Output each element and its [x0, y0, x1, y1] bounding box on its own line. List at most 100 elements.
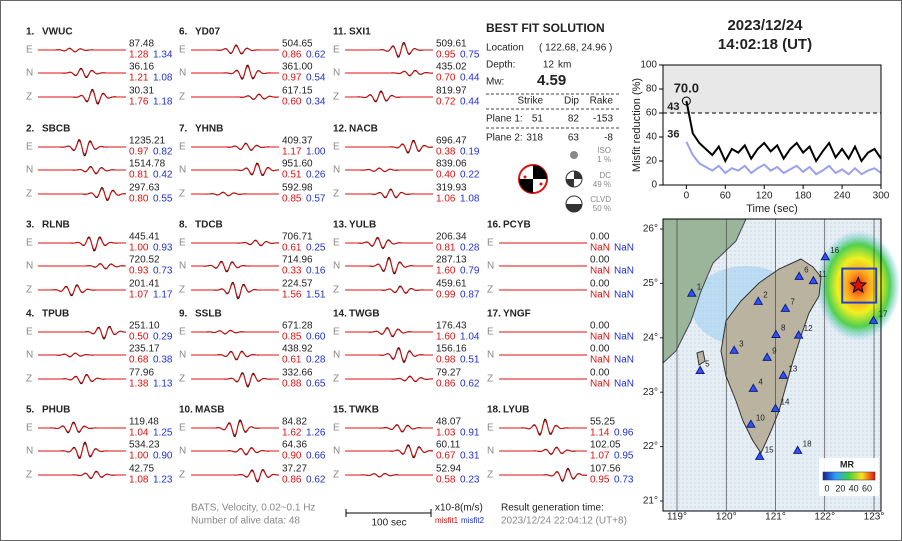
station-number: 9 [772, 346, 777, 355]
synthetic-trace [38, 422, 126, 433]
component: E [179, 238, 186, 249]
component: E [333, 423, 340, 434]
location: ( 122.68, 24.96 ) [539, 43, 612, 54]
synthetic-trace [191, 240, 280, 246]
station-marker [792, 445, 803, 454]
component: E [179, 142, 186, 153]
misfit2: NaN [614, 266, 634, 277]
misfit1: 0.88 [282, 379, 302, 390]
component: E [26, 238, 33, 249]
synthetic-trace [499, 468, 587, 481]
lat-label: 24° [643, 332, 658, 343]
synthetic-trace [38, 90, 126, 104]
amplitude: 1235.21 [129, 136, 166, 147]
misfit2: NaN [614, 332, 634, 343]
misfit2: 1.23 [153, 475, 173, 486]
plane-label: Plane 1: [486, 114, 523, 125]
misfit1: 0.97 [129, 147, 149, 158]
station-number: 14 [781, 398, 790, 407]
station-marker [771, 329, 781, 339]
misfit1: 1.08 [129, 475, 149, 486]
time: 14:02:18 (UT) [718, 36, 812, 53]
misfit1: 0.58 [436, 475, 456, 486]
station-marker [778, 370, 789, 379]
misfit1: 0.86 [436, 379, 456, 390]
station-id: 15. [333, 405, 347, 416]
amplitude: 119.48 [129, 417, 159, 428]
amplitude: 504.65 [282, 39, 313, 50]
scale-label: 100 sec [371, 518, 406, 529]
y-tick-label: 0 [651, 180, 657, 191]
misfit2: 1.25 [153, 428, 173, 439]
component: Z [333, 470, 339, 481]
depth-unit: km [558, 60, 571, 71]
misfit2: 0.82 [153, 147, 173, 158]
misfit2: 0.60 [306, 332, 326, 343]
synthetic-trace [191, 282, 279, 299]
amplitude: 720.52 [129, 255, 160, 266]
misfit2: NaN [614, 355, 634, 366]
amplitude: 235.17 [129, 344, 160, 355]
component: Z [487, 374, 493, 385]
synthetic-trace [345, 70, 434, 76]
synthetic-trace [191, 373, 279, 387]
misfit2: 0.54 [306, 73, 326, 84]
amplitude: 435.02 [436, 62, 467, 73]
component: E [26, 45, 33, 56]
amplitude: 60.11 [436, 440, 461, 451]
mainland-coast [662, 218, 747, 365]
station-name: MASB [195, 405, 224, 416]
amplitude: 84.82 [282, 417, 307, 428]
misfit1: 1.60 [436, 332, 456, 343]
component: N [179, 446, 186, 457]
amplitude: 445.41 [129, 232, 160, 243]
misfit2: 0.44 [460, 73, 480, 84]
misfit1: 1.21 [129, 73, 149, 84]
amplitude: 102.05 [590, 440, 621, 451]
component: N [333, 68, 340, 79]
station-number: 17 [879, 310, 888, 319]
amplitude: 79.27 [436, 368, 461, 379]
component: Z [179, 285, 185, 296]
component-pct: 50 % [593, 204, 611, 213]
misfit1: 0.50 [129, 332, 149, 343]
component: E [487, 423, 494, 434]
amplitude: 714.96 [282, 255, 313, 266]
amplitude: 42.75 [129, 464, 154, 475]
component: E [179, 45, 186, 56]
misfit2: 0.19 [460, 147, 480, 158]
amplitude: 361.00 [282, 62, 313, 73]
station-number: 11 [818, 270, 827, 279]
synthetic-trace [345, 91, 433, 102]
component: N [179, 165, 186, 176]
station-number: 16 [830, 246, 839, 255]
amplitude: 30.31 [129, 86, 154, 97]
misfit1: 0.40 [436, 170, 456, 181]
lat-label: 21° [643, 496, 658, 507]
plane-value: 318 [526, 133, 543, 144]
amplitude: 52.94 [436, 464, 461, 475]
station-name: PHUB [42, 405, 70, 416]
amplitude: 319.93 [436, 183, 467, 194]
x-tick-label: 240 [834, 191, 851, 202]
misfit2: 0.87 [460, 290, 480, 301]
misfit2: 0.31 [460, 451, 480, 462]
lon-label: 123° [864, 512, 885, 523]
synthetic-trace [191, 469, 280, 482]
misfit2: 0.90 [153, 451, 173, 462]
station-name: YD07 [195, 27, 220, 38]
station-marker [754, 451, 765, 460]
synthetic-trace [38, 263, 126, 270]
misfit1: NaN [590, 243, 610, 254]
lat-label: 26° [643, 224, 658, 235]
misfit2: 0.96 [614, 428, 634, 439]
amplitude: 696.47 [436, 136, 467, 147]
x-tick-label: 180 [795, 191, 812, 202]
component-pct: 49 % [593, 180, 611, 189]
y-tick-label: 20 [646, 156, 658, 167]
misfit2: 0.42 [153, 170, 173, 181]
misfit2: 0.16 [306, 266, 326, 277]
misfit2: 0.25 [306, 243, 326, 254]
station-number: 8 [781, 324, 786, 333]
misfit1: 0.60 [282, 97, 302, 108]
